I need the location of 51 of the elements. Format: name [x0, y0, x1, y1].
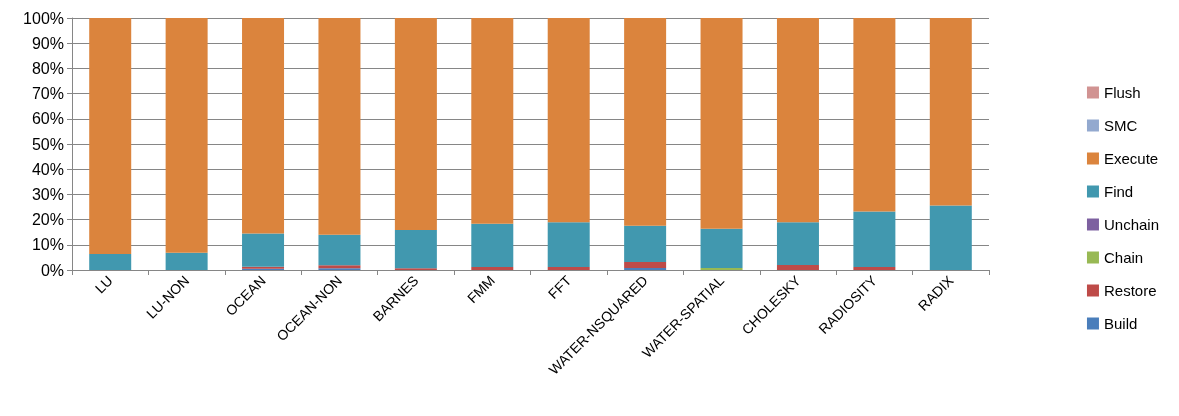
bar — [242, 233, 285, 267]
bar — [165, 252, 208, 270]
legend-label: Unchain — [1103, 216, 1160, 233]
bar — [853, 266, 896, 270]
legend-label: SMC — [1103, 117, 1138, 134]
bar — [929, 18, 972, 206]
y-tick-label: 80% — [31, 59, 64, 77]
bar — [547, 222, 590, 267]
legend-label: Restore — [1103, 282, 1157, 299]
bar — [624, 225, 667, 262]
bar — [853, 18, 896, 212]
bar — [929, 205, 972, 270]
bar — [471, 223, 514, 267]
y-tick-label: 20% — [31, 211, 64, 229]
y-tick-label: 100% — [23, 9, 64, 27]
bar — [700, 267, 743, 270]
bar — [547, 266, 590, 270]
bar — [394, 229, 437, 269]
bar — [471, 266, 514, 270]
legend-label: Chain — [1103, 249, 1144, 266]
bar — [776, 222, 819, 265]
y-tick-label: 60% — [31, 110, 64, 128]
bar — [700, 18, 743, 229]
y-tick-label: 0% — [40, 261, 64, 279]
bar — [547, 18, 590, 223]
legend-label: Execute — [1103, 150, 1159, 167]
bar — [776, 264, 819, 270]
y-tick-label: 10% — [31, 236, 64, 254]
bar — [89, 18, 132, 255]
x-tick-label: LU — [91, 272, 116, 297]
y-tick-label: 40% — [31, 160, 64, 178]
bar — [318, 18, 361, 235]
y-tick-label: 70% — [31, 85, 64, 103]
bar — [700, 228, 743, 268]
legend-label: Flush — [1103, 84, 1141, 101]
legend-label: Find — [1103, 183, 1134, 200]
bar — [318, 234, 361, 266]
bar — [624, 18, 667, 226]
y-tick-label: 30% — [31, 185, 64, 203]
bar — [394, 18, 437, 230]
bar — [242, 18, 285, 234]
bar — [165, 18, 208, 253]
y-tick-label: 90% — [31, 34, 64, 52]
y-tick-label: 50% — [31, 135, 64, 153]
bar — [624, 267, 667, 270]
bar — [471, 18, 514, 224]
bar — [776, 18, 819, 223]
bar — [624, 261, 667, 268]
legend-label: Build — [1103, 315, 1138, 332]
bar — [89, 254, 132, 270]
bar — [853, 211, 896, 267]
